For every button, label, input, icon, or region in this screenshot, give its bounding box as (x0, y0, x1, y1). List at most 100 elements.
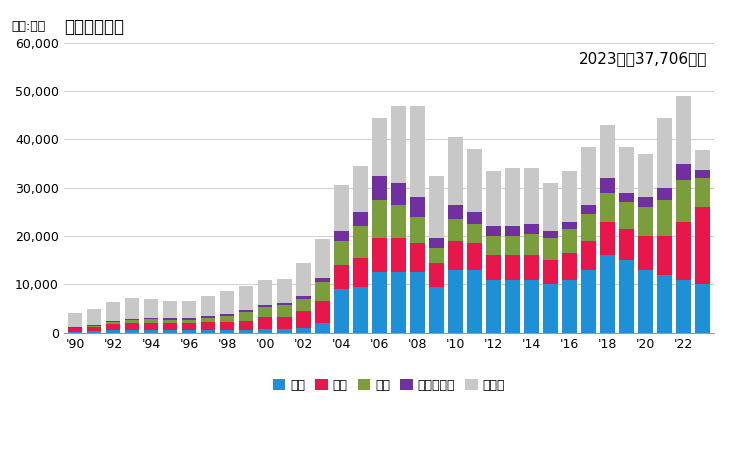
Bar (543, 238, 558, 260)
Bar (239, 330, 254, 333)
Bar (220, 322, 235, 330)
Bar (486, 279, 501, 333)
Bar (201, 322, 216, 330)
Bar (106, 322, 120, 324)
Text: 2023年：37,706トン: 2023年：37,706トン (579, 51, 708, 67)
Legend: 中国, 韓国, 台湾, マレーシア, その他: 中国, 韓国, 台湾, マレーシア, その他 (268, 374, 510, 397)
Bar (391, 272, 405, 333)
Bar (239, 320, 254, 330)
Bar (315, 239, 330, 278)
Bar (658, 274, 671, 333)
Bar (163, 320, 177, 323)
Bar (677, 163, 690, 180)
Bar (144, 318, 158, 319)
Bar (296, 328, 311, 333)
Bar (125, 298, 139, 319)
Bar (125, 323, 139, 330)
Bar (658, 236, 671, 274)
Bar (582, 270, 596, 333)
Bar (524, 224, 539, 234)
Bar (677, 96, 690, 163)
Bar (620, 260, 634, 333)
Bar (505, 279, 520, 333)
Bar (258, 280, 273, 305)
Bar (695, 207, 710, 284)
Text: 輸出量の推移: 輸出量の推移 (64, 18, 124, 36)
Bar (448, 241, 463, 270)
Bar (106, 321, 120, 322)
Bar (315, 278, 330, 282)
Bar (201, 318, 216, 322)
Bar (582, 205, 596, 214)
Bar (201, 297, 216, 316)
Bar (373, 272, 386, 333)
Bar (524, 255, 539, 279)
Bar (220, 291, 235, 314)
Bar (505, 168, 520, 226)
Bar (505, 226, 520, 236)
Bar (429, 263, 443, 287)
Bar (239, 310, 254, 312)
Bar (429, 248, 443, 263)
Bar (582, 214, 596, 241)
Bar (373, 117, 386, 176)
Bar (429, 176, 443, 238)
Bar (391, 183, 405, 205)
Bar (182, 330, 196, 333)
Bar (220, 314, 235, 316)
Bar (296, 299, 311, 311)
Bar (106, 302, 120, 321)
Bar (125, 320, 139, 323)
Bar (391, 238, 405, 272)
Bar (335, 265, 348, 289)
Bar (695, 284, 710, 333)
Bar (163, 323, 177, 330)
Bar (448, 219, 463, 241)
Bar (68, 332, 82, 333)
Bar (562, 171, 577, 221)
Text: 単位:トン: 単位:トン (12, 19, 46, 32)
Bar (429, 287, 443, 333)
Bar (258, 307, 273, 317)
Bar (87, 325, 101, 326)
Bar (201, 316, 216, 318)
Bar (335, 289, 348, 333)
Bar (543, 183, 558, 231)
Bar (182, 301, 196, 318)
Bar (277, 317, 292, 329)
Bar (87, 309, 101, 325)
Bar (296, 311, 311, 328)
Bar (467, 149, 482, 212)
Bar (182, 320, 196, 323)
Bar (373, 238, 386, 272)
Bar (68, 327, 82, 328)
Bar (182, 323, 196, 330)
Bar (144, 330, 158, 333)
Bar (315, 282, 330, 301)
Bar (220, 316, 235, 322)
Bar (277, 303, 292, 305)
Bar (524, 234, 539, 255)
Bar (601, 178, 615, 193)
Bar (258, 317, 273, 329)
Bar (410, 272, 424, 333)
Bar (658, 188, 671, 200)
Bar (87, 331, 101, 333)
Bar (695, 150, 710, 170)
Bar (677, 180, 690, 221)
Bar (335, 185, 348, 231)
Bar (601, 193, 615, 221)
Bar (601, 255, 615, 333)
Bar (582, 147, 596, 205)
Bar (410, 243, 424, 272)
Bar (486, 255, 501, 279)
Bar (144, 319, 158, 323)
Bar (448, 270, 463, 333)
Bar (163, 301, 177, 318)
Bar (373, 176, 386, 200)
Bar (182, 318, 196, 320)
Bar (582, 241, 596, 270)
Bar (220, 330, 235, 333)
Bar (601, 125, 615, 178)
Bar (562, 279, 577, 333)
